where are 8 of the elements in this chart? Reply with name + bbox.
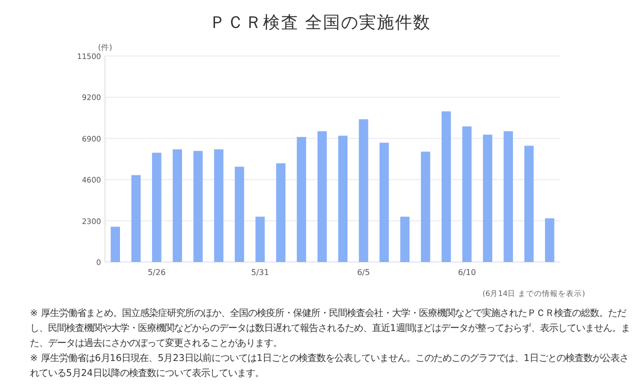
x-tick-label: 6/10: [458, 268, 476, 277]
text: ※ 厚生労働省まとめ。国立感染症研究所のほか、全国の検疫所・保健所・民間検査会社・大学・医療機関などで実施されたＰＣＲ検査の総数。ただし、民間検査機関や大学・医療機関などからのデータは数日遅れて報告されるため、直近1週間ほどはデータが整っておらず、表示していません。また、データは過去にさかのぼって変更されることがあります。: [30, 307, 630, 351]
y-axis-title: (件): [98, 43, 112, 52]
x-tick-label: 5/26: [148, 268, 166, 277]
x-tick-label: 6/5: [357, 268, 370, 277]
text: ※ 厚生労働省は6月16日現在、5月23日以前については1日ごとの検査数を公表していません。このためこのグラフでは、1日ごとの検査数が公表されている5月24日以降の検査数について表示しています。: [30, 352, 630, 381]
chart-title: ＰＣＲ検査 全国の実施件数: [208, 13, 432, 33]
x-tick-label: 5/31: [251, 268, 270, 277]
